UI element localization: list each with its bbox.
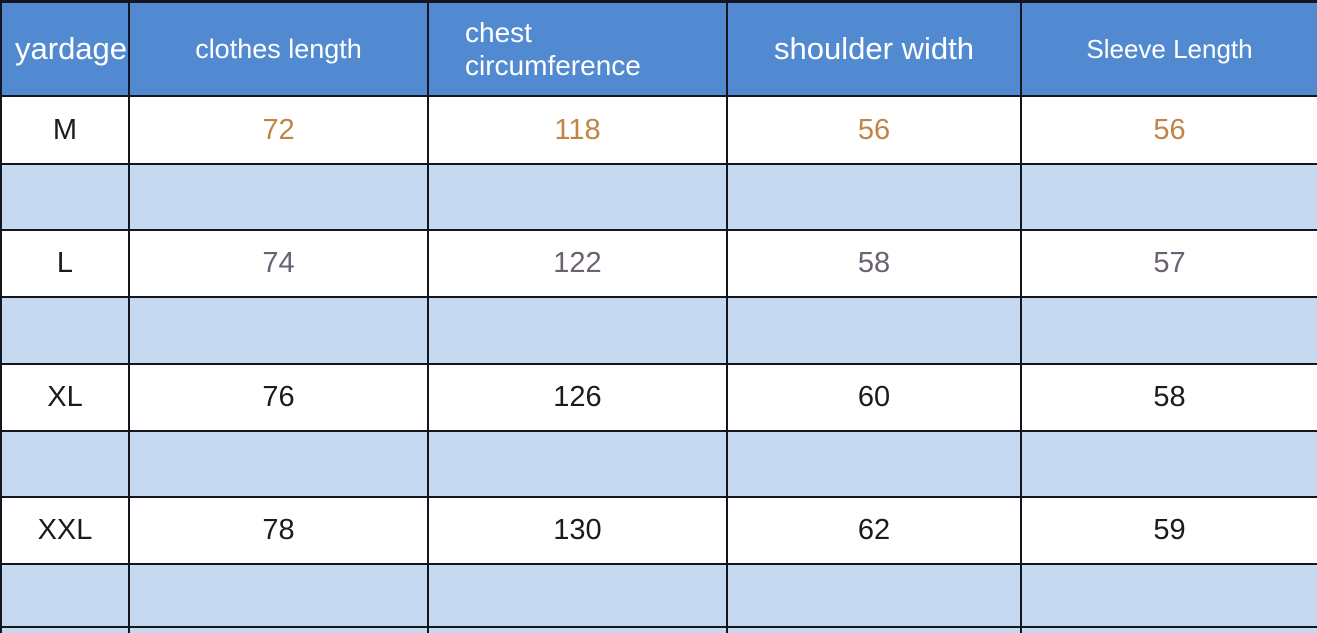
empty-cell bbox=[429, 165, 728, 231]
sleeve-length-cell: 59 bbox=[1022, 498, 1317, 565]
shoulder-width-value: 58 bbox=[857, 247, 891, 279]
shoulder-width-cell: 58 bbox=[728, 231, 1022, 298]
empty-cell bbox=[1022, 432, 1317, 498]
empty-cell bbox=[1022, 298, 1317, 365]
spacer-row bbox=[2, 165, 1317, 231]
empty-cell bbox=[130, 165, 429, 231]
sleeve-length-cell: 57 bbox=[1022, 231, 1317, 298]
header-cell-clothes-length: clothes length bbox=[130, 3, 429, 97]
clothes-length-cell: 78 bbox=[130, 498, 429, 565]
chest-circumference-cell: 130 bbox=[429, 498, 728, 565]
size-label: XL bbox=[47, 381, 83, 413]
header-label-clothes-length: clothes length bbox=[195, 33, 362, 64]
empty-cell bbox=[1022, 628, 1317, 633]
table-row-xxl: XXL 78 130 62 59 bbox=[2, 498, 1317, 565]
empty-cell bbox=[2, 165, 130, 231]
sleeve-length-cell: 56 bbox=[1022, 97, 1317, 165]
header-label-sleeve-length: Sleeve Length bbox=[1086, 33, 1253, 64]
size-cell: L bbox=[2, 231, 130, 298]
spacer-row bbox=[2, 298, 1317, 365]
empty-cell bbox=[429, 565, 728, 628]
empty-cell bbox=[1022, 165, 1317, 231]
clothes-length-value: 78 bbox=[262, 514, 295, 546]
chest-circumference-value: 118 bbox=[554, 113, 601, 146]
size-label: L bbox=[56, 247, 74, 279]
empty-cell bbox=[130, 565, 429, 628]
clothes-length-value: 72 bbox=[262, 113, 295, 146]
chest-circumference-cell: 126 bbox=[429, 365, 728, 432]
chest-circumference-cell: 122 bbox=[429, 231, 728, 298]
spacer-row bbox=[2, 565, 1317, 628]
header-label-shoulder-width: shoulder width bbox=[774, 31, 974, 66]
spacer-row bbox=[2, 432, 1317, 498]
sleeve-length-value: 58 bbox=[1153, 381, 1186, 413]
table-row-m: M 72 118 56 56 bbox=[2, 97, 1317, 165]
clothes-length-cell: 74 bbox=[130, 231, 429, 298]
empty-cell bbox=[728, 628, 1022, 633]
sleeve-length-value: 56 bbox=[1153, 113, 1186, 146]
empty-cell bbox=[429, 298, 728, 365]
shoulder-width-value: 56 bbox=[857, 113, 891, 146]
chest-circumference-cell: 118 bbox=[429, 97, 728, 165]
empty-cell bbox=[2, 432, 130, 498]
empty-cell bbox=[429, 628, 728, 633]
sleeve-length-value: 59 bbox=[1153, 514, 1186, 546]
empty-cell bbox=[728, 165, 1022, 231]
empty-cell bbox=[728, 298, 1022, 365]
header-cell-shoulder-width: shoulder width bbox=[728, 3, 1022, 97]
empty-cell bbox=[429, 432, 728, 498]
header-cell-sleeve-length: Sleeve Length bbox=[1022, 3, 1317, 97]
empty-cell bbox=[1022, 565, 1317, 628]
clothes-length-cell: 72 bbox=[130, 97, 429, 165]
clothes-length-value: 74 bbox=[262, 247, 295, 279]
clothes-length-cell: 76 bbox=[130, 365, 429, 432]
shoulder-width-value: 62 bbox=[857, 514, 891, 546]
empty-cell bbox=[728, 432, 1022, 498]
header-cell-chest-circumference: chest circumference bbox=[429, 3, 728, 97]
shoulder-width-cell: 60 bbox=[728, 365, 1022, 432]
header-label-chest-circumference: chest circumference bbox=[465, 16, 641, 81]
header-row: yardage clothes length chest circumferen… bbox=[2, 3, 1317, 97]
size-label: M bbox=[52, 113, 78, 146]
empty-cell bbox=[2, 628, 130, 633]
chest-circumference-value: 126 bbox=[553, 381, 602, 413]
header-cell-yardage: yardage bbox=[2, 3, 130, 97]
shoulder-width-cell: 56 bbox=[728, 97, 1022, 165]
cropped-next-row-sliver bbox=[2, 628, 1317, 633]
empty-cell bbox=[130, 298, 429, 365]
size-cell: XXL bbox=[2, 498, 130, 565]
empty-cell bbox=[2, 565, 130, 628]
chest-circumference-value: 122 bbox=[553, 247, 602, 279]
empty-cell bbox=[2, 298, 130, 365]
sleeve-length-value: 57 bbox=[1153, 247, 1186, 279]
size-label: XXL bbox=[37, 514, 93, 546]
shoulder-width-cell: 62 bbox=[728, 498, 1022, 565]
table-row-xl: XL 76 126 60 58 bbox=[2, 365, 1317, 432]
clothes-length-value: 76 bbox=[262, 381, 295, 413]
empty-cell bbox=[130, 432, 429, 498]
empty-cell bbox=[728, 565, 1022, 628]
header-label-yardage: yardage bbox=[15, 31, 128, 66]
size-cell: XL bbox=[2, 365, 130, 432]
chest-circumference-value: 130 bbox=[553, 514, 602, 546]
empty-cell bbox=[130, 628, 429, 633]
size-cell: M bbox=[2, 97, 130, 165]
shoulder-width-value: 60 bbox=[857, 381, 891, 413]
sleeve-length-cell: 58 bbox=[1022, 365, 1317, 432]
table-row-l: L 74 122 58 57 bbox=[2, 231, 1317, 298]
